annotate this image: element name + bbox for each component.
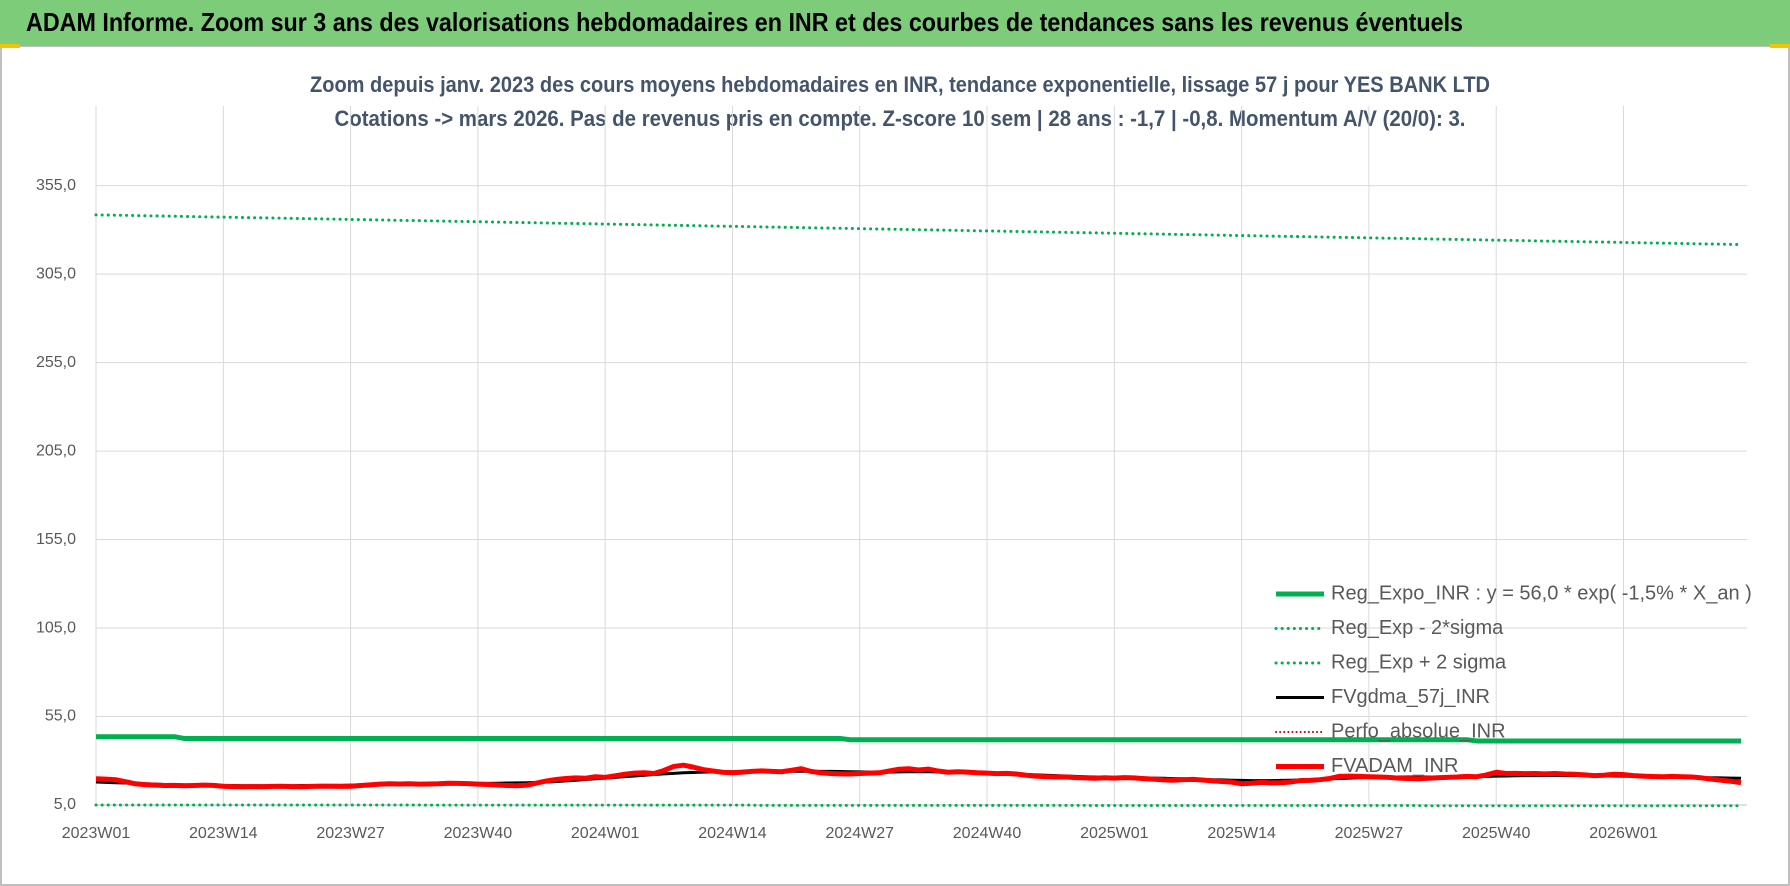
corner-accent <box>0 44 20 48</box>
x-tick-label: 2023W14 <box>189 825 258 842</box>
x-tick-label: 2024W01 <box>571 825 640 842</box>
x-tick-label: 2026W01 <box>1589 825 1658 842</box>
legend-label: Perfo_absolue_INR <box>1331 720 1506 742</box>
legend-label: Reg_Expo_INR : y = 56,0 * exp( -1,5% * X… <box>1331 582 1752 604</box>
y-tick-label: 255,0 <box>36 354 76 371</box>
series-line <box>95 762 1742 790</box>
y-tick-label: 205,0 <box>36 442 76 459</box>
legend-label: Reg_Exp + 2 sigma <box>1331 651 1507 673</box>
legend-label: FVgdma_57j_INR <box>1331 686 1490 708</box>
x-tick-label: 2025W14 <box>1207 825 1276 842</box>
x-tick-label: 2023W27 <box>316 825 385 842</box>
x-tick-label: 2023W01 <box>62 825 131 842</box>
x-tick-label: 2024W27 <box>826 825 895 842</box>
y-tick-label: 55,0 <box>45 708 76 725</box>
x-tick-label: 2023W40 <box>444 825 513 842</box>
corner-accent <box>1770 44 1790 48</box>
chart-title: Zoom depuis janv. 2023 des cours moyens … <box>310 72 1490 97</box>
legend-label: FVADAM_INR <box>1331 755 1458 777</box>
chart-subtitle: Cotations -> mars 2026. Pas de revenus p… <box>335 106 1466 131</box>
x-tick-label: 2024W14 <box>698 825 767 842</box>
legend-label: Reg_Exp - 2*sigma <box>1331 617 1504 639</box>
y-tick-label: 355,0 <box>36 177 76 194</box>
y-tick-label: 5,0 <box>54 796 76 813</box>
x-tick-label: 2024W40 <box>953 825 1022 842</box>
header-title: ADAM Informe. Zoom sur 3 ans des valoris… <box>26 7 1463 37</box>
x-tick-label: 2025W40 <box>1462 825 1531 842</box>
series-line <box>94 803 1743 808</box>
y-tick-label: 155,0 <box>36 531 76 548</box>
x-tick-label: 2025W27 <box>1335 825 1404 842</box>
series-line <box>94 213 1743 247</box>
series-line <box>96 734 1741 744</box>
x-tick-label: 2025W01 <box>1080 825 1149 842</box>
y-tick-label: 105,0 <box>36 619 76 636</box>
y-tick-label: 305,0 <box>36 265 76 282</box>
header-bar <box>0 0 1790 46</box>
